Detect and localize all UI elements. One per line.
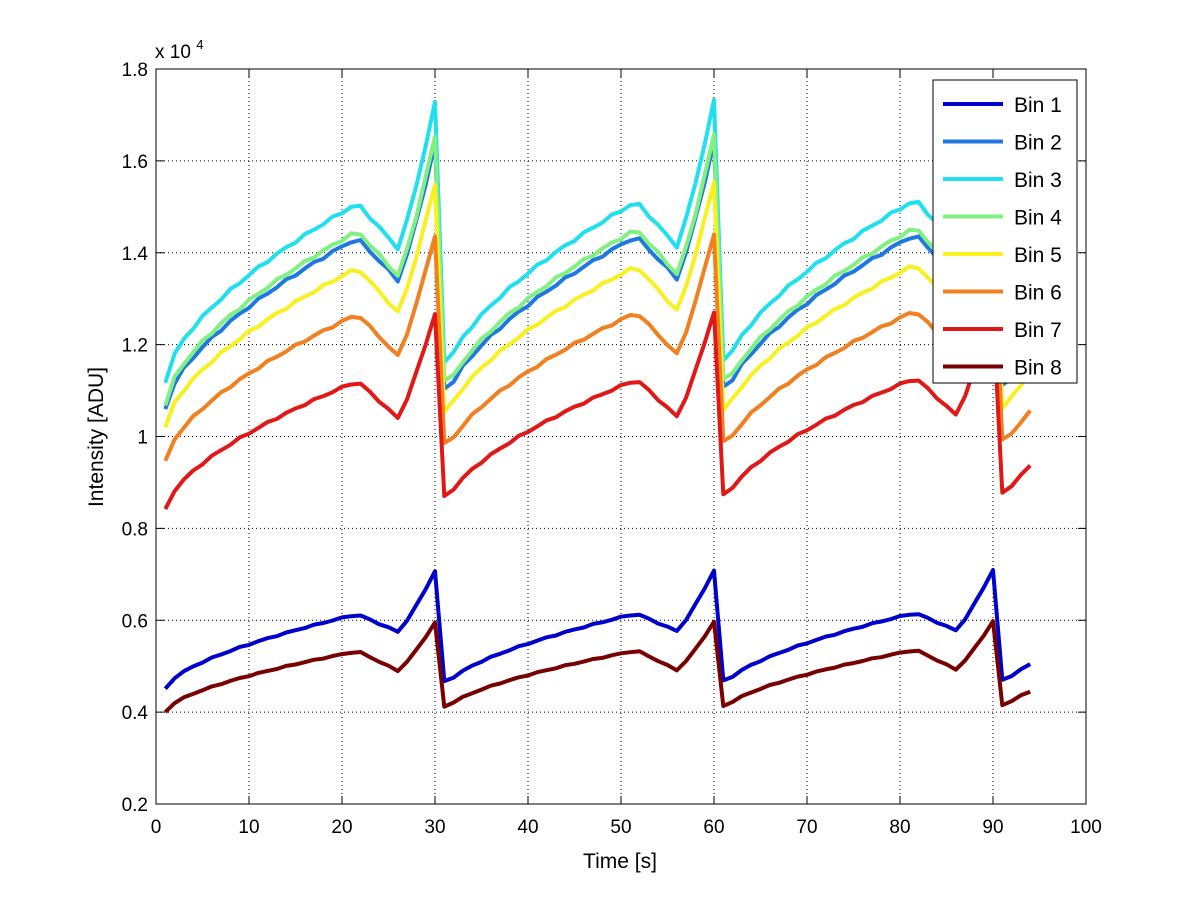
x-tick-label: 90 [982,817,1003,838]
x-tick-label: 80 [889,817,910,838]
y-exponent-label: x 10 4 [155,37,203,63]
y-tick-label: 0.6 [122,611,148,632]
series-line-bin-3 [163,96,1032,384]
legend-label: Bin 6 [1014,282,1062,305]
series-line-bin-2 [163,136,1032,410]
y-tick-label: 1.2 [122,336,148,357]
y-tick-label: 0.2 [122,795,148,816]
grid-lines [156,69,1086,804]
series-line-bin-7 [163,309,1032,511]
y-tick-label: 1.8 [122,60,148,81]
legend-label: Bin 7 [1014,319,1062,342]
legend-label: Bin 3 [1014,169,1062,192]
y-tick-label: 0.4 [122,703,149,724]
y-exponent-base: x 10 [155,42,191,63]
x-tick-label: 30 [424,817,445,838]
series-line-bin-6 [163,230,1032,462]
legend-label: Bin 5 [1014,244,1062,267]
y-axis-label: Intensity [ADU] [85,367,108,507]
series-group [163,96,1032,714]
y-exponent-power: 4 [196,37,203,52]
legend-label: Bin 4 [1014,207,1062,230]
legend-label: Bin 1 [1014,94,1062,117]
legend: Bin 1 Bin 2 Bin 3 Bin 4 Bin 5 Bin 6 Bin 7 Bin 8 [932,79,1078,384]
x-tick-label: 40 [517,817,538,838]
axis-ticks: 0 10 20 30 40 50 60 70 80 90 100 0.2 0.4 0.6 0.8 1 1.2 1.… [122,60,1102,838]
x-tick-label: 100 [1070,817,1102,838]
x-axis-label: Time [s] [583,850,657,873]
legend-box [932,79,1078,384]
series-line-bin-8 [163,619,1031,714]
series-line-bin-5 [163,178,1032,428]
legend-label: Bin 2 [1014,132,1062,155]
y-tick-label: 1 [137,428,148,449]
x-tick-label: 60 [703,817,724,838]
y-tick-label: 1.6 [122,152,148,173]
x-tick-label: 50 [610,817,631,838]
x-tick-label: 0 [151,817,162,838]
series-line-bin-4 [163,130,1032,407]
y-tick-label: 1.4 [122,244,149,265]
x-tick-label: 70 [796,817,817,838]
x-tick-label: 20 [331,817,352,838]
series-line-bin-1 [163,568,1032,691]
x-tick-label: 10 [238,817,259,838]
y-tick-label: 0.8 [122,519,148,540]
legend-label: Bin 8 [1014,357,1062,380]
